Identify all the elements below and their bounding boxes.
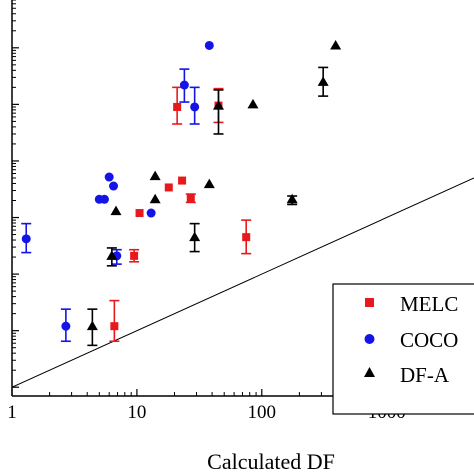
data-point-df-a <box>149 193 161 204</box>
data-point-melc <box>186 194 195 203</box>
data-point-df-a <box>212 100 224 110</box>
data-point-coco <box>61 321 71 331</box>
data-point-coco <box>109 181 119 191</box>
data-point-melc <box>242 233 251 242</box>
data-point-coco <box>146 208 156 218</box>
data-point-melc <box>130 251 139 260</box>
data-point-df-a <box>286 193 298 204</box>
reference-line-y-equals-x <box>11 177 474 388</box>
legend-label-melc: MELC <box>400 292 458 316</box>
x-tick-label: 10 <box>127 402 146 423</box>
data-point-df-a <box>106 250 118 260</box>
data-point-coco <box>190 102 200 112</box>
legend-box <box>332 283 474 415</box>
data-point-df-a <box>110 205 122 216</box>
data-point-coco <box>179 80 189 90</box>
data-point-df-a <box>189 231 201 242</box>
legend-label-coco: COCO <box>400 328 458 352</box>
data-point-df-a <box>330 39 342 50</box>
data-point-melc <box>135 209 144 218</box>
plot-layer <box>11 39 474 388</box>
legend-label-dfa: DF-A <box>400 363 450 387</box>
data-point-coco <box>99 194 109 204</box>
data-point-melc <box>173 102 182 111</box>
data-point-melc <box>178 176 187 185</box>
legend: MELC COCO DF-A <box>332 283 474 415</box>
legend-marker-melc <box>365 298 374 307</box>
x-tick-label: 1 <box>7 402 17 423</box>
data-point-df-a <box>247 98 259 109</box>
legend-marker-coco <box>364 334 375 344</box>
data-point-df-a <box>86 320 98 331</box>
data-point-df-a <box>149 170 161 181</box>
data-point-melc <box>164 183 173 192</box>
data-point-df-a <box>317 76 329 86</box>
data-point-melc <box>110 322 119 331</box>
data-point-df-a <box>203 178 215 189</box>
data-point-coco <box>21 234 31 244</box>
legend-marker-dfa <box>364 367 375 377</box>
x-tick-label: 100 <box>248 402 277 423</box>
data-point-coco <box>104 172 114 182</box>
data-point-coco <box>204 40 214 50</box>
x-axis-title: Calculated DF <box>207 449 335 474</box>
